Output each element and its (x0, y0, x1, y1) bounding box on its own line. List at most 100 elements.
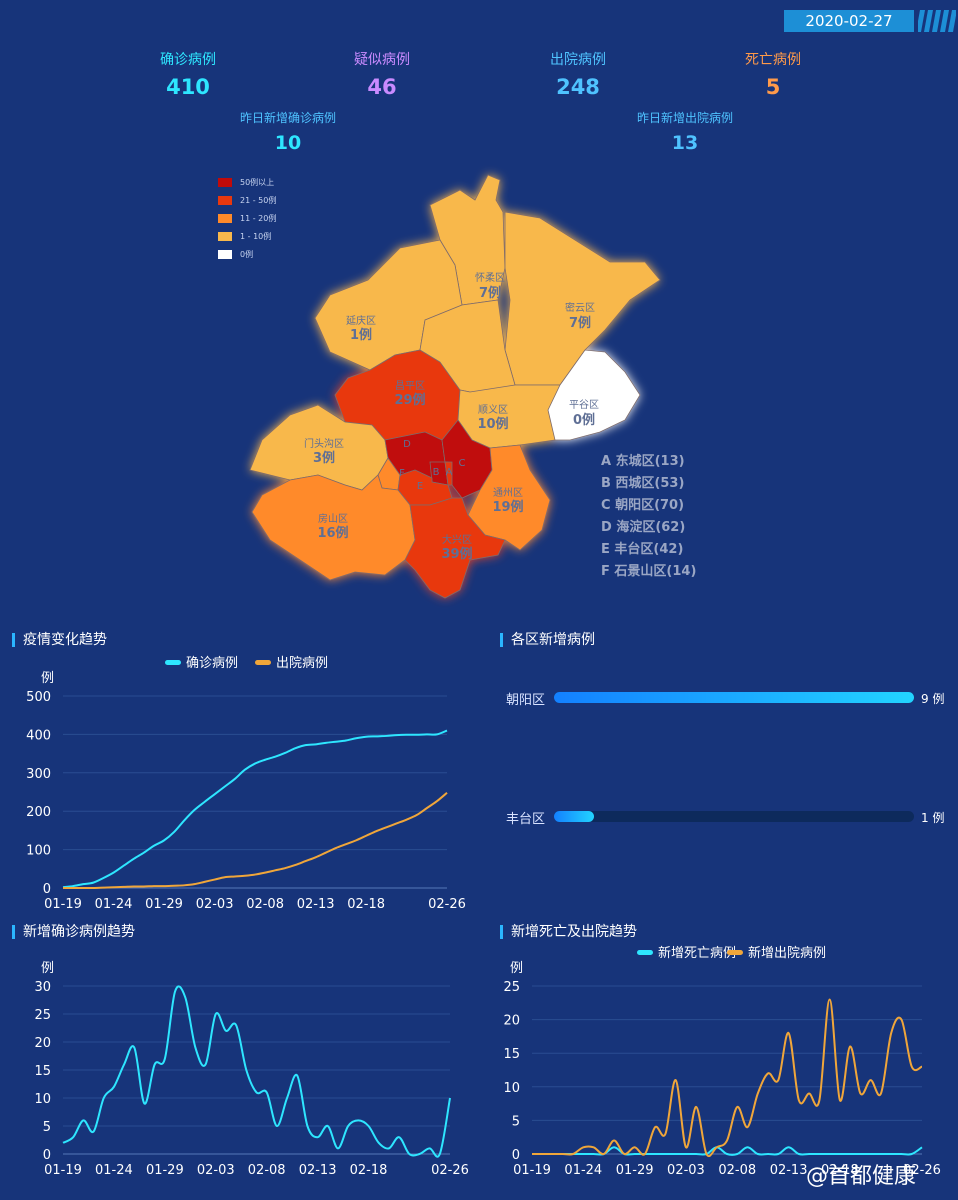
bar-label: 朝阳区 (506, 693, 546, 708)
date-badge: 2020-02-27 (784, 10, 914, 32)
city-key-item: F 石景山区(14) (601, 564, 697, 579)
district-label: 怀柔区 (475, 272, 505, 284)
series-line (63, 792, 448, 890)
section-title-trend: 疫情变化趋势 (12, 633, 107, 647)
district-pinggu (547, 349, 641, 441)
city-letter: A (446, 467, 453, 478)
district-value: 10例 (477, 416, 508, 432)
x-tick-label: 02-26 (903, 1163, 941, 1178)
x-tick-label: 02-26 (428, 897, 466, 912)
x-tick-label: 01-24 (564, 1163, 602, 1178)
stat-new-confirmed: 昨日新增确诊病例 10 (188, 109, 388, 154)
y-tick-label: 15 (503, 1047, 520, 1062)
y-axis-title: 例 (41, 961, 54, 976)
bar-value: 1 例 (921, 811, 945, 825)
stat-suspected: 疑似病例 46 (302, 49, 462, 99)
stat-deaths: 死亡病例 5 (693, 49, 853, 99)
y-tick-label: 100 (26, 844, 51, 859)
x-tick-label: 02-08 (248, 1163, 286, 1178)
stat-label: 死亡病例 (745, 52, 801, 68)
watermark: @首都健康 (806, 1164, 917, 1189)
city-letter: B (433, 467, 440, 478)
y-tick-label: 10 (503, 1081, 520, 1096)
stat-label: 确诊病例 (160, 52, 216, 68)
legend-label: 50例以上 (240, 178, 275, 187)
city-letter: C (459, 458, 466, 469)
legend-label: 新增出院病例 (748, 945, 826, 961)
y-tick-label: 200 (26, 805, 51, 820)
district-dongcheng (444, 461, 453, 486)
series-line (532, 1146, 923, 1156)
district-label: 大兴区 (442, 533, 472, 546)
legend-label: 11 - 20例 (240, 214, 277, 223)
x-tick-label: 01-24 (95, 897, 133, 912)
district-value: 0例 (573, 412, 595, 428)
bar-chart-fengtai (554, 811, 914, 822)
district-value: 16例 (317, 525, 348, 541)
x-tick-label: 01-24 (95, 1163, 133, 1178)
stat-value: 248 (556, 75, 600, 99)
new-death-discharge-chart: 例 0 5 10 15 20 25 01-19 01-24 01-29 02-03 02-08 02-1… (503, 945, 941, 1178)
stat-value: 13 (671, 132, 699, 154)
legend-swatch (727, 950, 743, 955)
bar-fill (554, 692, 914, 703)
city-key-item: B 西城区(53) (601, 476, 685, 491)
legend-swatch (165, 660, 181, 665)
stat-new-discharged: 昨日新增出院病例 13 (585, 109, 785, 154)
new-confirmed-chart: 例 0 5 10 15 20 25 30 01-19 01-24 01-29 02-03 02-08 02… (34, 961, 469, 1178)
y-tick-label: 20 (503, 1014, 520, 1029)
bar-chart-chaoyang (554, 692, 914, 703)
city-letter: D (403, 439, 411, 450)
x-tick-label: 02-13 (770, 1163, 808, 1178)
beijing-map: 怀柔区 7例 密云区 7例 延庆区 1例 昌平区 29例 平谷区 0例 顺义区 … (249, 174, 661, 599)
stat-value: 410 (166, 75, 210, 99)
y-tick-label: 20 (34, 1036, 51, 1051)
y-tick-label: 0 (512, 1148, 520, 1163)
x-tick-label: 02-26 (431, 1163, 469, 1178)
legend-swatch (218, 178, 232, 187)
x-tick-label: 01-29 (145, 897, 183, 912)
y-tick-label: 5 (43, 1120, 51, 1135)
district-shunyi (457, 384, 561, 449)
district-value: 1例 (350, 327, 372, 343)
district-fangshan (251, 474, 416, 581)
y-tick-label: 300 (26, 767, 51, 782)
y-tick-label: 0 (43, 1148, 51, 1163)
legend-label: 确诊病例 (186, 656, 238, 671)
district-label: 延庆区 (346, 314, 376, 327)
section-title-new-death-discharge: 新增死亡及出院趋势 (500, 925, 637, 939)
legend-swatch (218, 232, 232, 241)
x-tick-label: 02-18 (347, 897, 385, 912)
stat-value: 10 (274, 132, 302, 154)
bar-fill (554, 811, 594, 822)
legend-label: 新增死亡病例 (658, 945, 736, 961)
district-label: 密云区 (565, 301, 595, 314)
legend-swatch (255, 660, 271, 665)
x-tick-label: 01-19 (513, 1163, 551, 1178)
y-tick-label: 0 (43, 882, 51, 897)
y-tick-label: 30 (34, 980, 51, 995)
bar-label: 丰台区 (506, 812, 546, 827)
section-title-district-new: 各区新增病例 (500, 633, 595, 647)
trend-chart: 例 0 100 200 300 400 500 01-19 01-24 01-29 02-03 02-… (26, 656, 466, 912)
legend-label: 0例 (240, 250, 254, 259)
district-label: 顺义区 (478, 404, 508, 416)
x-tick-label: 01-19 (44, 897, 82, 912)
district-label: 昌平区 (395, 380, 425, 392)
legend-label: 21 - 50例 (240, 196, 277, 205)
y-tick-label: 25 (503, 980, 520, 995)
series-line (62, 985, 451, 1158)
stat-label: 疑似病例 (354, 52, 410, 68)
district-value: 7例 (569, 315, 591, 331)
district-label: 平谷区 (569, 399, 599, 411)
stat-confirmed: 确诊病例 410 (108, 49, 268, 99)
y-tick-label: 25 (34, 1008, 51, 1023)
decorative-stripes (918, 10, 956, 32)
bar-value: 9 例 (921, 692, 945, 706)
city-key-item: C 朝阳区(70) (601, 498, 685, 513)
district-value: 29例 (394, 392, 425, 408)
stat-value: 5 (765, 75, 781, 99)
district-label: 通州区 (493, 487, 523, 499)
stat-label: 昨日新增出院病例 (636, 111, 733, 125)
x-tick-label: 02-08 (718, 1163, 756, 1178)
